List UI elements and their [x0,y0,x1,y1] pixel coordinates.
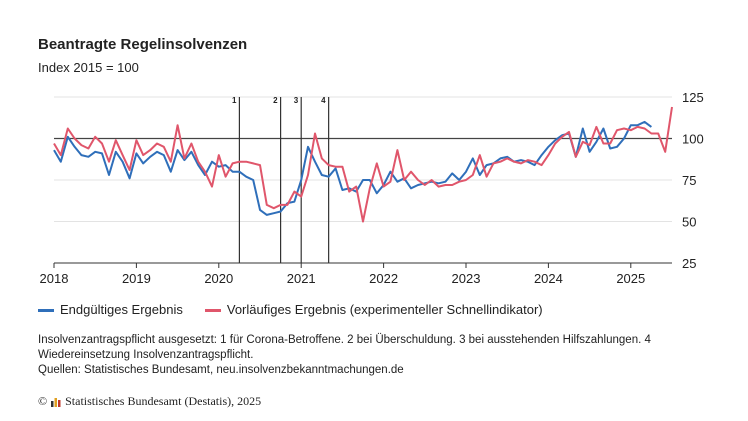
y-tick-label: 100 [682,132,704,147]
note: Insolvenzantragspflicht ausgesetzt: 1 fü… [38,334,651,361]
footer: © Statistisches Bundesamt (Destatis), 20… [38,394,261,409]
legend-label: Endgültiges Ergebnis [60,302,183,317]
legend: Endgültiges Ergebnis Vorläufiges Ergebnis… [38,302,543,317]
x-tick-label: 2021 [287,271,316,286]
x-tick-label: 2018 [40,271,69,286]
source: Quellen: Statistisches Bundesamt, neu.in… [38,364,404,376]
y-tick-label: 50 [682,215,696,230]
x-tick-label: 2024 [534,271,563,286]
chart-subtitle: Index 2015 = 100 [38,60,139,75]
legend-swatch [38,309,54,313]
y-tick-label: 75 [682,173,696,188]
chart-title: Beantragte Regelinsolvenzen [38,36,248,53]
x-tick-label: 2020 [204,271,233,286]
annotation-label: 4 [321,96,326,105]
data-line [53,106,673,223]
annotation-label: 1 [232,96,237,105]
y-tick-label: 125 [682,90,704,105]
x-tick-label: 2019 [122,271,151,286]
annotation-label: 2 [273,96,278,105]
notes: Insolvenzantragspflicht ausgesetzt: 1 fü… [38,333,678,378]
copyright-sign: © [38,394,48,408]
copyright: Statistisches Bundesamt (Destatis), 2025 [65,394,262,408]
x-tick-label: 2022 [369,271,398,286]
y-tick-label: 25 [682,256,696,271]
x-tick-label: 2023 [452,271,481,286]
legend-item: Vorläufiges Ergebnis (experimenteller Sc… [204,302,543,317]
legend-item: Endgültiges Ergebnis [38,302,183,317]
legend-label: Vorläufiges Ergebnis (experimenteller Sc… [226,302,543,317]
legend-swatch [204,309,221,313]
chart: 25 50 75 100 125 2018 2019 2020 2021 2022 2023 2024… [40,90,704,286]
logo [51,397,61,407]
x-tick-label: 2025 [616,271,645,286]
annotation-label: 3 [294,96,299,105]
data-line [53,120,652,216]
